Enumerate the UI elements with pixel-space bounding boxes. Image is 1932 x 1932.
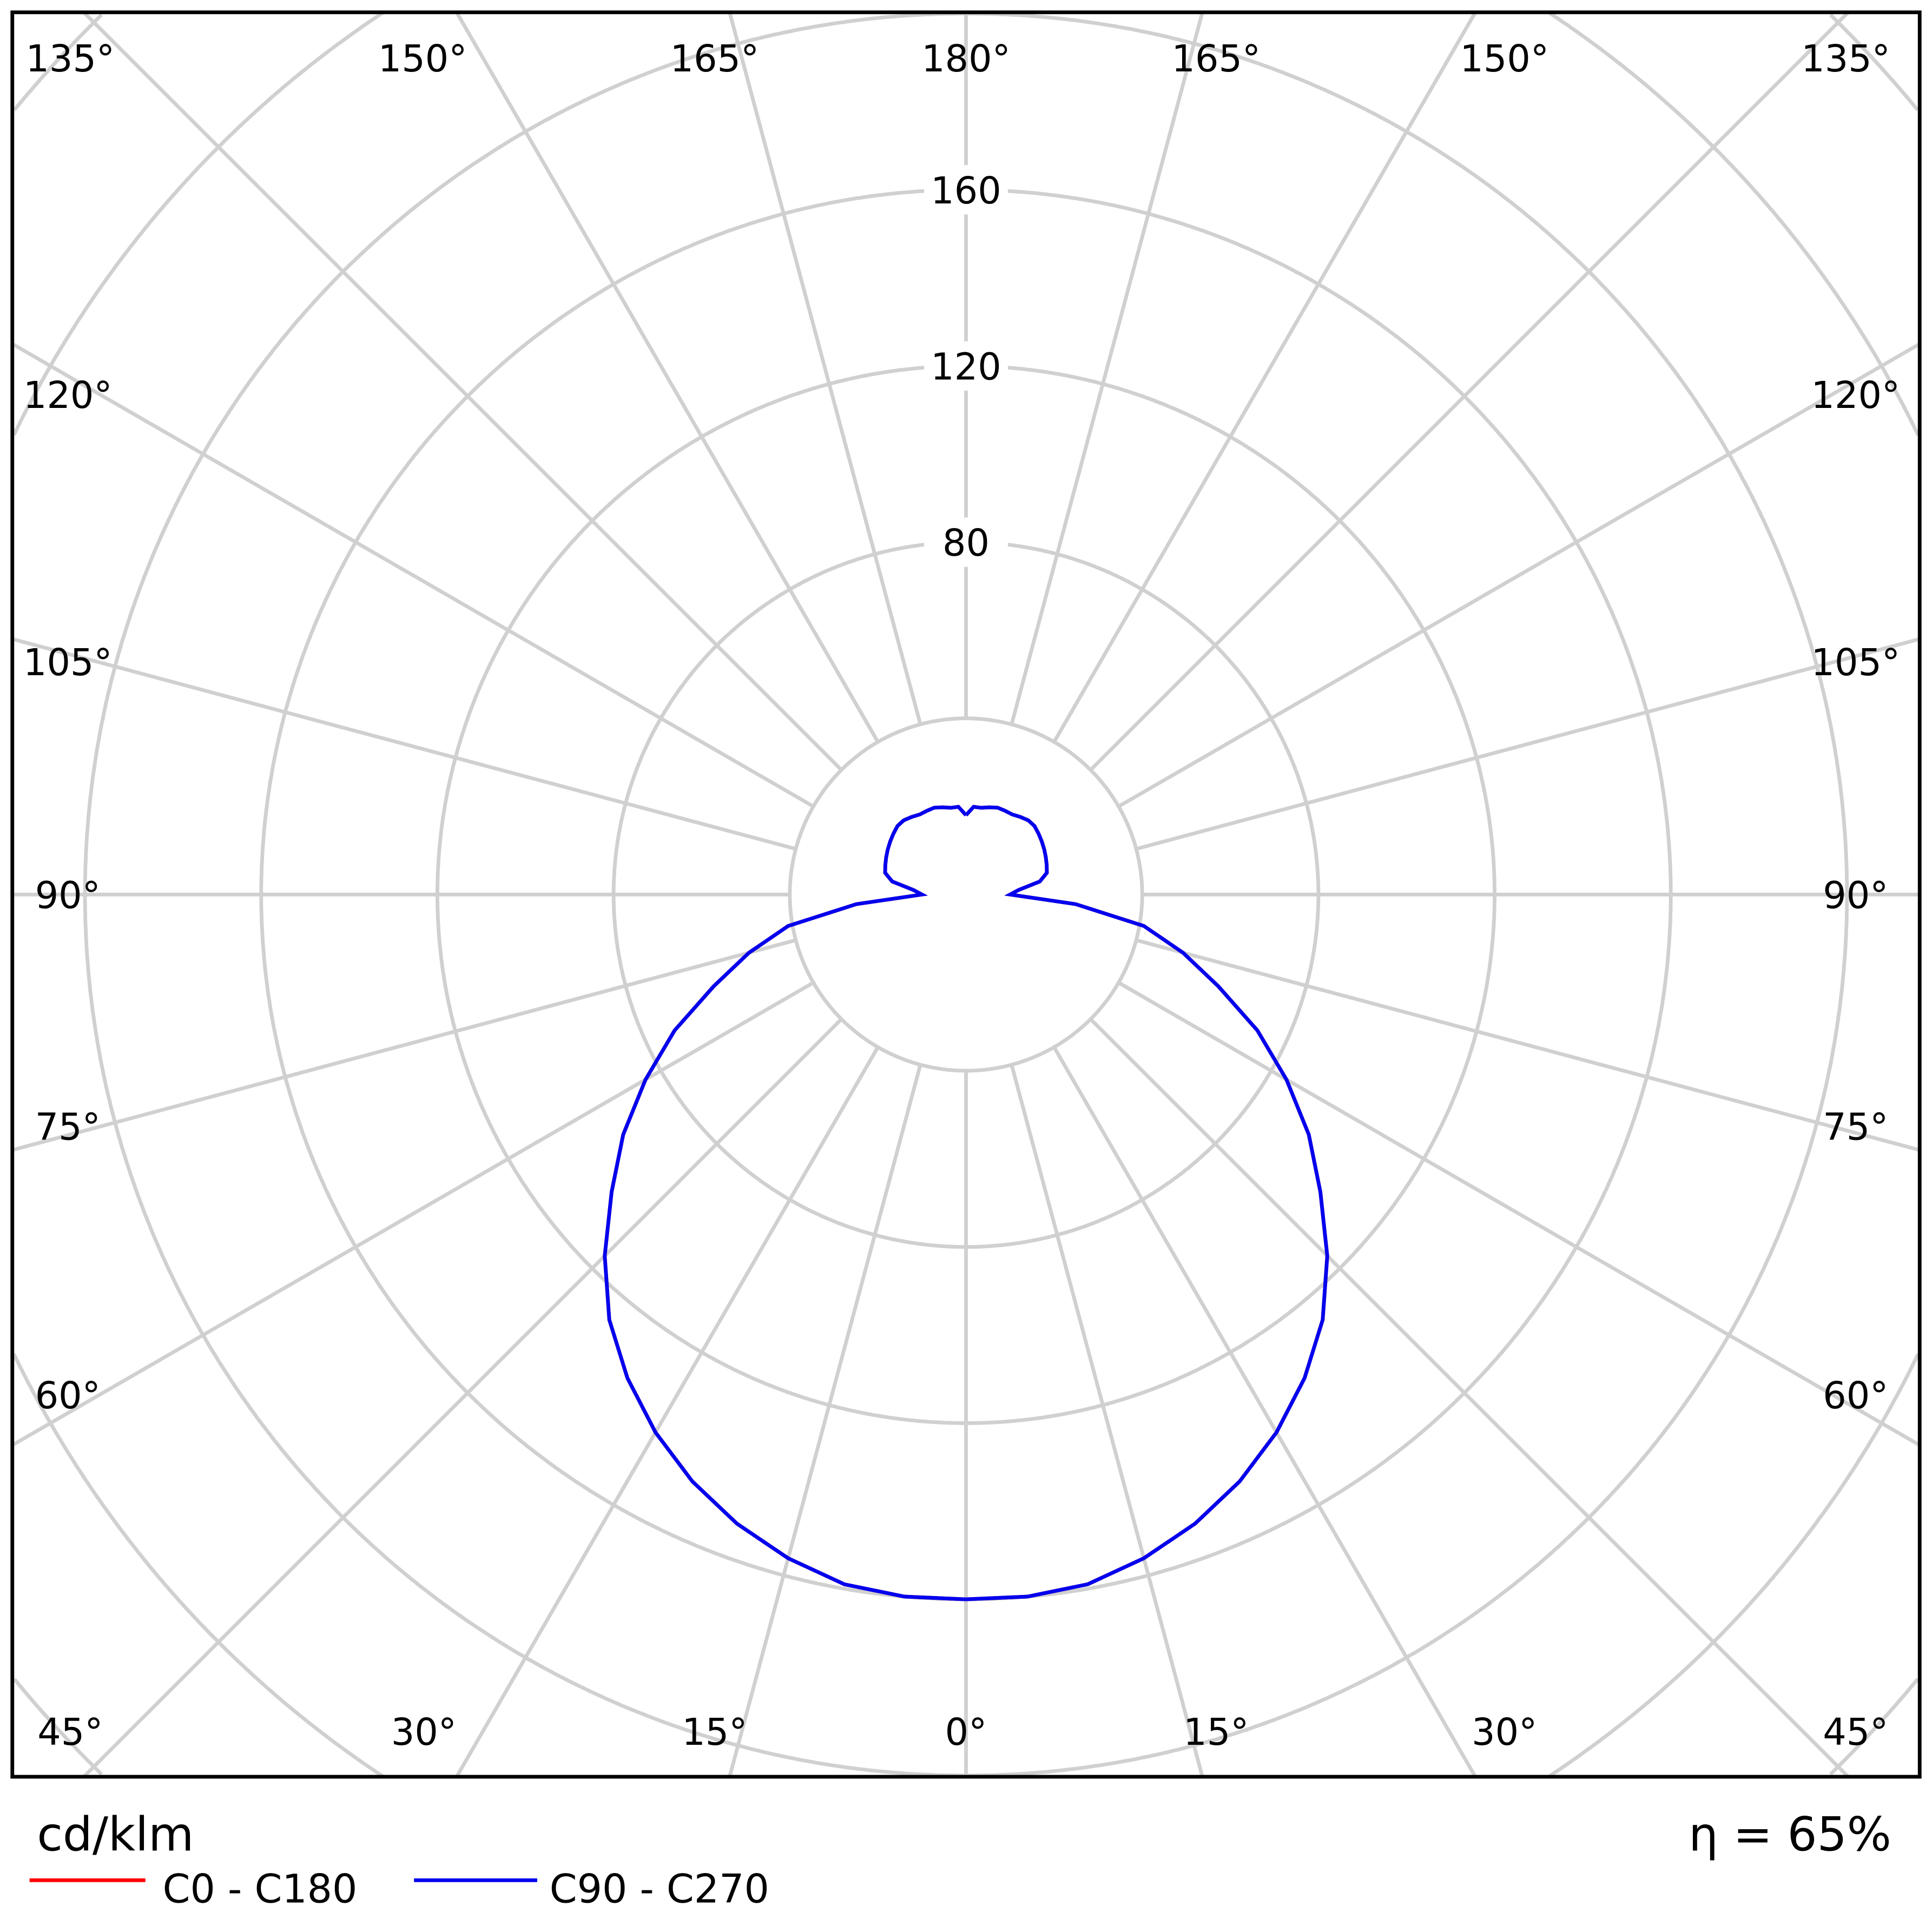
grid-spoke [455,11,880,743]
angle-label-top: 135° [1801,38,1890,81]
grid-spoke [82,1018,843,1778]
angle-label-bottom: 30° [1472,1711,1537,1754]
angle-label-top: 180° [921,38,1011,81]
grid-spoke [1010,1064,1204,1777]
grid-spoke [82,11,843,772]
grid-spoke [11,981,815,1447]
angle-label-bottom: 15° [1183,1711,1249,1754]
angle-label-right: 90° [1823,874,1888,917]
unit-label: cd/klm [37,1808,194,1862]
radial-tick-label: 120 [931,346,1001,388]
grid-spoke [1136,938,1921,1152]
grid-spoke [728,11,922,725]
radial-tick-label: 80 [942,522,990,565]
grid-ring-240 [12,11,1920,1778]
grid-spoke [1117,342,1921,808]
angle-label-top: 150° [378,38,467,81]
grid-spoke [1089,1018,1850,1778]
angle-label-right: 105° [1811,642,1901,684]
angle-label-bottom: 15° [682,1711,747,1754]
grid-spoke [1052,1046,1477,1778]
angle-label-left: 120° [23,374,113,417]
grid-spoke [1117,981,1921,1447]
plot-frame [10,10,1922,1779]
grid-spoke [1136,637,1921,851]
legend-label-c0-c180: C0 - C180 [163,1866,358,1912]
grid-spoke [1089,11,1850,772]
grid-spoke [455,1046,880,1778]
legend-label-c90-c270: C90 - C270 [550,1866,769,1912]
series-curve-c90-c270 [603,805,1329,1601]
grid-ring-280 [12,13,1920,1776]
grid-spoke [728,1064,922,1777]
angle-label-right: 75° [1823,1106,1888,1149]
angle-label-top: 165° [1172,38,1261,81]
angle-label-bottom: 45° [37,1711,103,1754]
angle-label-left: 105° [23,642,113,684]
grid-spoke [1010,11,1204,725]
radial-tick-label: 160 [931,170,1001,213]
efficiency-label: η = 65% [1689,1808,1891,1862]
angle-label-right: 120° [1811,374,1901,417]
angle-label-right: 60° [1823,1375,1888,1417]
angle-label-bottom: 30° [391,1711,457,1754]
grid-spoke [11,342,815,808]
angle-label-top: 135° [26,38,115,81]
angle-label-top: 165° [670,38,760,81]
angle-label-left: 60° [35,1375,101,1417]
angle-label-top: 150° [1460,38,1549,81]
grid-spoke [11,938,796,1152]
angle-label-left: 90° [35,874,101,917]
angle-label-bottom: 0° [945,1711,987,1754]
grid-spoke [1052,11,1477,743]
angle-label-left: 75° [35,1106,101,1149]
angle-label-bottom: 45° [1823,1711,1888,1754]
grid-spoke [11,637,796,851]
